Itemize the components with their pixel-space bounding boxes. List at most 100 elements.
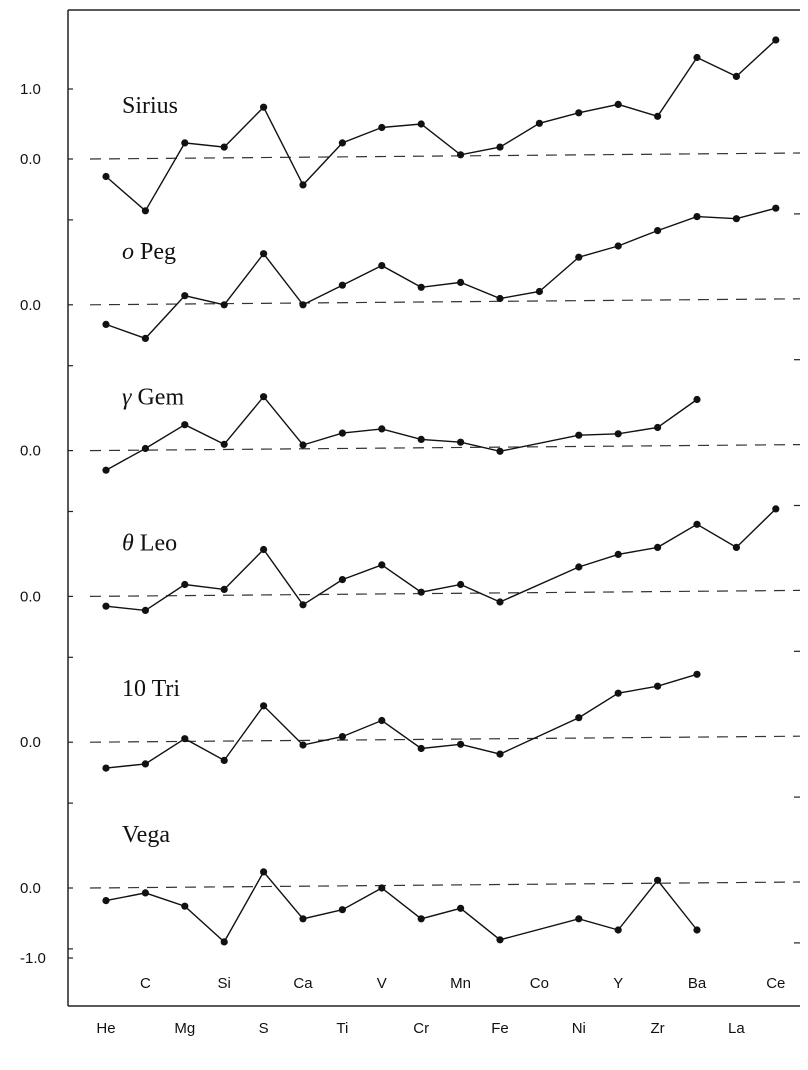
- data-point: [496, 143, 504, 151]
- star-label: 10 Tri: [122, 676, 180, 702]
- data-point: [732, 543, 741, 552]
- data-point: [417, 588, 425, 596]
- data-point: [141, 606, 149, 615]
- data-point: [338, 733, 346, 741]
- series-line: [105, 207, 776, 340]
- series-line: [105, 870, 698, 944]
- x-label-top: Mn: [450, 975, 471, 992]
- x-label-bottom: Ti: [336, 1020, 348, 1037]
- star-label-prefix: θ: [122, 530, 140, 556]
- x-label-bottom: Zr: [651, 1020, 665, 1037]
- x-label-top: C: [140, 975, 151, 992]
- star-label-name: Sirius: [122, 93, 178, 119]
- data-point: [417, 120, 425, 128]
- star-label-prefix: o: [122, 239, 140, 265]
- star-label: θ Leo: [122, 530, 177, 556]
- data-point: [260, 545, 268, 554]
- y-axis-ticks: 1.0 0.0 0.0 0.0 0.0 0.0 0.0 -1.0: [20, 81, 800, 967]
- data-point: [654, 543, 662, 552]
- data-point: [496, 750, 504, 758]
- x-label-bottom: Fe: [491, 1020, 509, 1037]
- data-point: [338, 281, 346, 289]
- x-label-bottom: S: [259, 1020, 269, 1037]
- data-point: [378, 884, 386, 892]
- star-label-name: Leo: [140, 530, 177, 556]
- data-point: [772, 36, 780, 44]
- data-point: [614, 550, 622, 559]
- data-point: [299, 441, 307, 449]
- data-point: [457, 904, 465, 912]
- x-label-top: Ca: [293, 975, 313, 992]
- data-point: [614, 100, 622, 108]
- data-point: [457, 438, 465, 446]
- data-point: [457, 580, 465, 589]
- y-tick-label: -1.0: [20, 950, 46, 967]
- data-point: [338, 139, 346, 147]
- data-point: [575, 431, 583, 439]
- series-10-tri: [102, 670, 701, 772]
- star-label: γ Gem: [122, 385, 184, 411]
- data-point: [457, 151, 465, 159]
- data-point: [693, 213, 701, 221]
- series-line: [105, 395, 698, 471]
- data-point: [220, 756, 228, 765]
- data-point: [181, 292, 189, 300]
- series-gem: [102, 393, 701, 474]
- data-point: [181, 421, 189, 429]
- data-point: [693, 53, 701, 62]
- data-point: [417, 915, 425, 923]
- star-label-prefix: γ: [122, 385, 137, 411]
- x-label-bottom: Mg: [174, 1020, 195, 1037]
- x-label-top: V: [377, 975, 387, 992]
- data-point: [654, 682, 662, 690]
- data-point: [220, 440, 228, 448]
- star-label: o Peg: [122, 239, 176, 265]
- star-label-name: Peg: [140, 239, 176, 265]
- star-label: Sirius: [122, 93, 178, 119]
- data-point: [654, 423, 662, 432]
- y-tick-label: 0.0: [20, 588, 41, 605]
- data-point: [457, 740, 465, 748]
- plot-frame: [67, 9, 800, 1007]
- data-point: [732, 215, 741, 223]
- y-tick-label: 0.0: [20, 151, 41, 168]
- data-point: [141, 334, 149, 342]
- data-point: [141, 889, 149, 897]
- data-point: [102, 172, 110, 181]
- x-label-top: Y: [613, 975, 623, 992]
- y-tick-label: 0.0: [20, 880, 41, 897]
- data-point: [378, 716, 386, 725]
- data-point: [181, 902, 189, 910]
- series-group: [102, 36, 780, 946]
- data-point: [299, 741, 307, 749]
- data-point: [654, 227, 662, 235]
- data-point: [693, 926, 701, 934]
- star-label-name: 10 Tri: [122, 676, 180, 702]
- star-label-name: Vega: [122, 822, 170, 848]
- data-point: [378, 123, 386, 132]
- x-axis-labels: C Si Ca V Mn Co Y Ba Ce He Mg S Ti Cr Fe Ni Zr La: [96, 975, 785, 1037]
- data-point: [575, 563, 583, 571]
- x-label-bottom: Cr: [413, 1020, 429, 1037]
- data-point: [102, 320, 110, 328]
- data-point: [496, 936, 504, 944]
- data-point: [496, 294, 504, 303]
- zero-line: [89, 881, 801, 889]
- data-point: [299, 301, 307, 309]
- data-point: [260, 702, 268, 710]
- x-label-top: Ba: [688, 975, 707, 992]
- data-point: [496, 598, 504, 606]
- data-point: [535, 119, 544, 127]
- data-point: [220, 938, 228, 946]
- zero-line: [89, 735, 801, 743]
- zero-line: [89, 298, 801, 306]
- data-point: [614, 926, 622, 934]
- star-label-name: Gem: [137, 385, 184, 411]
- y-tick-label: 0.0: [20, 297, 41, 314]
- data-point: [299, 181, 307, 189]
- data-point: [457, 278, 465, 286]
- x-label-top: Co: [530, 975, 549, 992]
- zero-line: [89, 444, 801, 452]
- data-point: [220, 301, 228, 309]
